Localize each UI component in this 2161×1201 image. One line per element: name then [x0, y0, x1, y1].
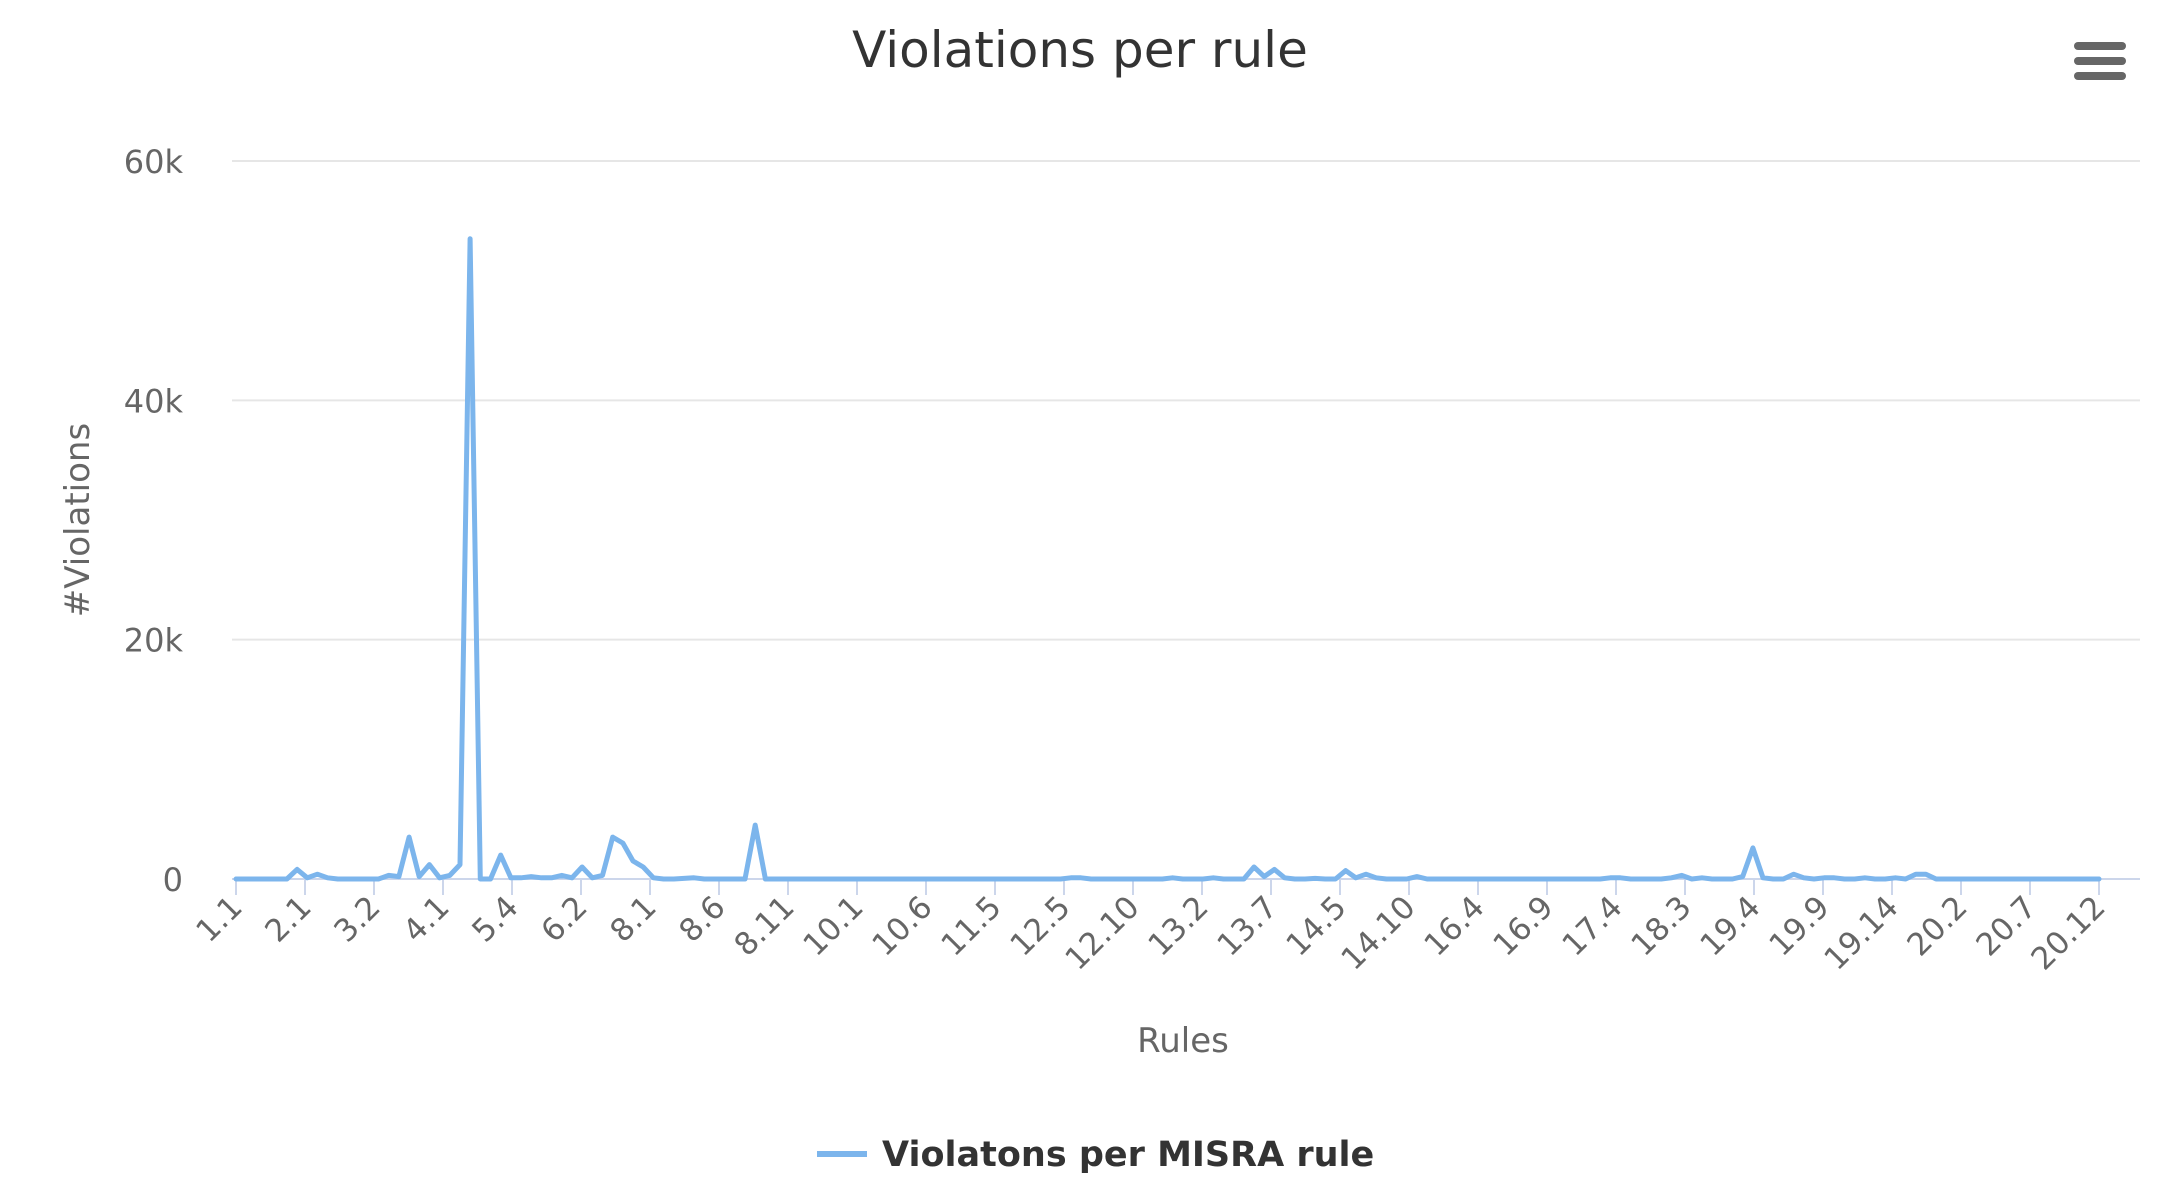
x-tick-label: 8.11: [727, 889, 801, 963]
x-tick-label: 6.2: [534, 889, 594, 949]
series-line-violations[interactable]: [233, 236, 2102, 882]
x-tick-label: 20.2: [1900, 889, 1974, 963]
x-tick-label: 19.14: [1817, 889, 1905, 977]
y-tick-label: 20k: [124, 622, 184, 660]
x-tick-label: 2.1: [258, 889, 318, 949]
x-tick-label: 18.3: [1624, 889, 1698, 963]
x-tick-label: 4.1: [396, 889, 456, 949]
x-tick-label: 10.1: [796, 889, 870, 963]
x-tick-label: 1.1: [189, 889, 249, 949]
chart-title: Violations per rule: [852, 21, 1308, 79]
x-tick-label: 19.4: [1693, 889, 1767, 963]
legend-item[interactable]: Violatons per MISRA rule: [817, 1135, 1374, 1175]
legend-label: Violatons per MISRA rule: [882, 1135, 1374, 1175]
x-tick-label: 13.2: [1141, 889, 1215, 963]
series-lines: [233, 236, 2102, 882]
x-tick-label: 14.10: [1334, 889, 1422, 977]
x-tick-label: 11.5: [934, 889, 1008, 963]
x-tick-label: 12.10: [1058, 889, 1146, 977]
x-tick-label: 3.2: [327, 889, 387, 949]
y-axis-label: #Violations: [58, 423, 98, 617]
menu-bar-middle: [2074, 57, 2126, 65]
x-axis-label: Rules: [1137, 1021, 1229, 1061]
x-tick-label: 20.12: [2024, 889, 2112, 977]
menu-bar-bottom: [2074, 72, 2126, 80]
y-axis-tick-labels: 0 20k 40k 60k: [124, 143, 184, 899]
x-tick-label: 17.4: [1555, 889, 1629, 963]
y-tick-label: 0: [163, 861, 183, 899]
x-tick-label: 16.9: [1486, 889, 1560, 963]
x-tick-label: 8.6: [672, 889, 732, 949]
menu-bar-top: [2074, 42, 2126, 50]
x-tick-label: 16.4: [1417, 889, 1491, 963]
x-tick-label: 13.7: [1210, 889, 1284, 963]
x-axis-tick-labels: 1.1 2.1 3.2 4.1 5.4 6.2 8.1 8.68.1110.110.611.5…: [189, 889, 2112, 977]
grid-lines: [232, 160, 2140, 880]
y-tick-label: 40k: [124, 382, 184, 420]
hamburger-menu-icon[interactable]: [2072, 38, 2128, 86]
x-tick-label: 5.4: [465, 889, 525, 949]
y-tick-label: 60k: [124, 143, 184, 181]
x-tick-label: 10.6: [865, 889, 939, 963]
x-tick-label: 8.1: [603, 889, 663, 949]
